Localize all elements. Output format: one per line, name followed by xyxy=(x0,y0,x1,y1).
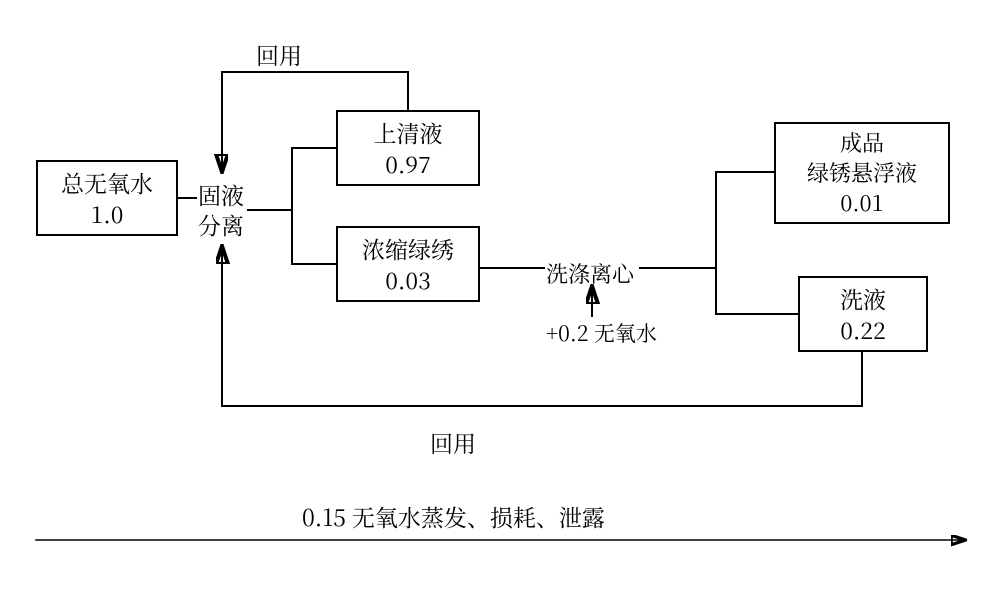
node-total-anoxic-water: 总无氧水 1.0 xyxy=(36,160,178,236)
node-value: 0.03 xyxy=(385,264,430,295)
label-recycle-bottom: 回用 xyxy=(430,426,476,459)
label-recycle-top: 回用 xyxy=(256,38,302,71)
node-line1: 成品 xyxy=(840,128,884,158)
node-value: 0.22 xyxy=(840,314,885,345)
node-wash-liquid: 洗液 0.22 xyxy=(798,276,928,352)
node-title: 总无氧水 xyxy=(61,167,153,198)
node-supernatant: 上清液 0.97 xyxy=(336,110,480,186)
edge-recycle-washliquid xyxy=(222,248,862,406)
node-title: 洗液 xyxy=(840,283,886,314)
label-line2: 分离 xyxy=(198,210,244,240)
node-value: 0.97 xyxy=(385,148,430,179)
label-line1: 固液 xyxy=(198,180,244,210)
node-title: 上清液 xyxy=(374,117,443,148)
node-title: 浓缩绿绣 xyxy=(362,233,454,264)
label-add-anoxic-water: +0.2 无氧水 xyxy=(546,318,657,348)
diagram-canvas: 总无氧水 1.0 上清液 0.97 浓缩绿绣 0.03 成品 绿锈悬浮液 0.0… xyxy=(0,0,1000,589)
node-line2: 绿锈悬浮液 xyxy=(807,158,917,188)
node-value: 0.01 xyxy=(840,188,884,218)
node-value: 1.0 xyxy=(91,198,124,229)
label-wash-centrifuge: 洗涤离心 xyxy=(546,258,634,289)
label-solid-liquid-sep: 固液 分离 xyxy=(198,180,244,240)
label-loss-line: 0.15 无氧水蒸发、损耗、泄露 xyxy=(302,500,605,533)
node-conc-green-rust: 浓缩绿绣 0.03 xyxy=(336,226,480,302)
node-product: 成品 绿锈悬浮液 0.01 xyxy=(774,122,950,224)
